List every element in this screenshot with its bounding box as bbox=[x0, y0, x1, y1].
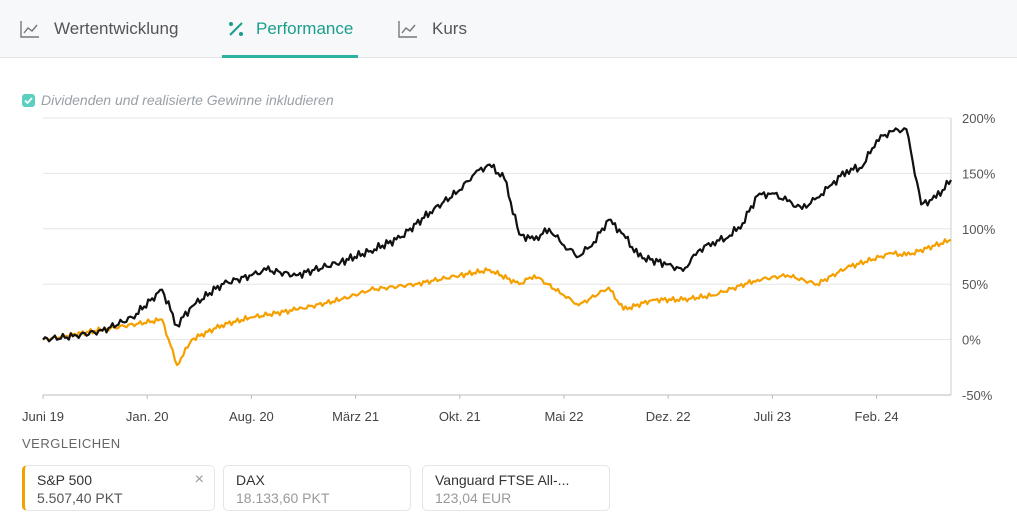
close-icon[interactable]: × bbox=[194, 471, 204, 488]
compare-name: S&P 500 bbox=[37, 472, 93, 488]
tab-label: Performance bbox=[256, 18, 354, 38]
compare-name: DAX bbox=[236, 472, 265, 488]
x-tick-label: Mai 22 bbox=[544, 409, 583, 424]
y-tick-label: 50% bbox=[962, 277, 988, 292]
x-tick-label: März 21 bbox=[332, 409, 379, 424]
compare-card-sp500[interactable]: S&P 500 5.507,40 PKT × bbox=[22, 465, 215, 511]
y-tick-label: -50% bbox=[962, 388, 993, 403]
line-chart-icon bbox=[398, 20, 417, 38]
x-tick-label: Aug. 20 bbox=[229, 409, 274, 424]
tab-wertentwicklung[interactable]: Wertentwicklung bbox=[20, 0, 178, 57]
percent-icon bbox=[229, 21, 243, 36]
x-tick-label: Feb. 24 bbox=[855, 409, 899, 424]
series-line-sp500 bbox=[42, 238, 952, 367]
compare-card-dax[interactable]: DAX 18.133,60 PKT bbox=[223, 465, 411, 511]
y-tick-label: 0% bbox=[962, 333, 981, 348]
y-tick-label: 100% bbox=[962, 222, 996, 237]
compare-value: 18.133,60 PKT bbox=[236, 490, 330, 506]
tab-label: Kurs bbox=[432, 18, 467, 38]
compare-value: 5.507,40 PKT bbox=[37, 490, 123, 506]
x-tick-label: Okt. 21 bbox=[439, 409, 481, 424]
tab-bar: Wertentwicklung Performance Kurs bbox=[0, 0, 1017, 58]
line-chart-icon bbox=[20, 20, 39, 38]
checkbox-checked-icon[interactable] bbox=[22, 93, 35, 107]
compare-name: Vanguard FTSE All-... bbox=[435, 472, 570, 488]
checkbox-label: Dividenden und realisierte Gewinne inklu… bbox=[41, 92, 334, 108]
y-tick-label: 150% bbox=[962, 166, 996, 181]
x-tick-label: Dez. 22 bbox=[646, 409, 691, 424]
x-tick-label: Juni 19 bbox=[22, 409, 64, 424]
dividends-checkbox[interactable]: Dividenden und realisierte Gewinne inklu… bbox=[22, 92, 334, 108]
x-tick-label: Juli 23 bbox=[754, 409, 792, 424]
compare-card-vanguard[interactable]: Vanguard FTSE All-... 123,04 EUR bbox=[422, 465, 610, 511]
performance-chart: 200% 150% 100% 50% 0% -50% Juni 19 Jan. 20 Aug. … bbox=[22, 111, 996, 424]
x-tick-label: Jan. 20 bbox=[126, 409, 169, 424]
compare-value: 123,04 EUR bbox=[435, 490, 512, 506]
tab-performance[interactable]: Performance bbox=[222, 0, 358, 58]
tab-kurs[interactable]: Kurs bbox=[398, 0, 467, 57]
tab-label: Wertentwicklung bbox=[54, 18, 179, 38]
y-tick-label: 200% bbox=[962, 111, 996, 126]
series-line-portfolio bbox=[42, 127, 952, 343]
compare-title: VERGLEICHEN bbox=[22, 436, 121, 451]
